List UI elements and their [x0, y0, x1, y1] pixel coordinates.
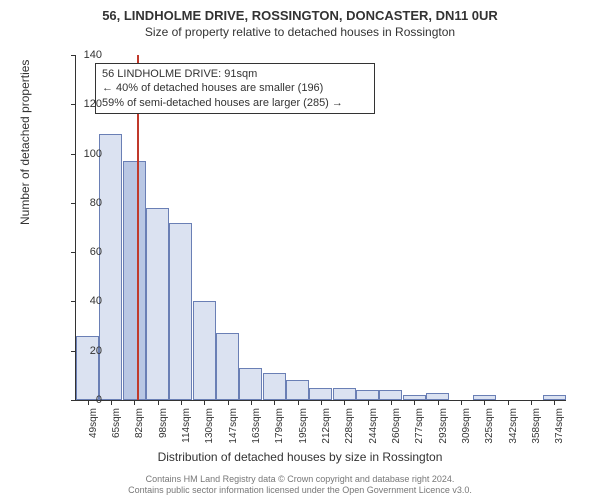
y-tick-label: 120 [84, 98, 102, 110]
x-tick [111, 400, 112, 405]
footer-attribution: Contains HM Land Registry data © Crown c… [0, 474, 600, 496]
x-axis-label: Distribution of detached houses by size … [0, 450, 600, 464]
histogram-bar [146, 208, 169, 400]
y-tick-label: 60 [90, 246, 102, 258]
x-tick [414, 400, 415, 405]
histogram-bar [379, 390, 402, 400]
footer-line-1: Contains HM Land Registry data © Crown c… [0, 474, 600, 485]
x-tick [251, 400, 252, 405]
histogram-bar [309, 388, 332, 400]
chart-container: 56, LINDHOLME DRIVE, ROSSINGTON, DONCAST… [0, 0, 600, 500]
x-tick [531, 400, 532, 405]
y-tick-label: 0 [96, 394, 102, 406]
histogram-bar [426, 393, 449, 400]
histogram-bar [169, 223, 192, 400]
y-tick-label: 100 [84, 148, 102, 160]
x-tick [228, 400, 229, 405]
annotation-line-2: ← 40% of detached houses are smaller (19… [102, 81, 368, 95]
histogram-bar [123, 161, 146, 400]
annotation-line-3: 59% of semi-detached houses are larger (… [102, 96, 368, 110]
histogram-bar [333, 388, 356, 400]
x-tick [158, 400, 159, 405]
y-axis-label: Number of detached properties [18, 60, 32, 225]
histogram-bar [216, 333, 239, 400]
x-tick [88, 400, 89, 405]
y-tick [71, 252, 76, 253]
y-tick-label: 40 [90, 295, 102, 307]
x-tick [391, 400, 392, 405]
y-tick [71, 203, 76, 204]
x-tick [134, 400, 135, 405]
histogram-bar [356, 390, 379, 400]
y-tick [71, 154, 76, 155]
annotation-box: 56 LINDHOLME DRIVE: 91sqm ← 40% of detac… [95, 63, 375, 114]
x-tick [274, 400, 275, 405]
y-tick-label: 20 [90, 345, 102, 357]
page-subtitle: Size of property relative to detached ho… [0, 25, 600, 39]
page-title: 56, LINDHOLME DRIVE, ROSSINGTON, DONCAST… [0, 0, 600, 23]
y-tick [71, 104, 76, 105]
y-tick-label: 80 [90, 197, 102, 209]
x-tick [484, 400, 485, 405]
y-tick [71, 301, 76, 302]
x-tick [508, 400, 509, 405]
y-tick [71, 400, 76, 401]
footer-line-2: Contains public sector information licen… [0, 485, 600, 496]
x-tick [321, 400, 322, 405]
chart-area: 49sqm65sqm82sqm98sqm114sqm130sqm147sqm16… [75, 55, 565, 400]
y-tick [71, 55, 76, 56]
x-tick [298, 400, 299, 405]
x-tick [554, 400, 555, 405]
x-tick [344, 400, 345, 405]
x-tick [461, 400, 462, 405]
x-tick [438, 400, 439, 405]
x-tick [204, 400, 205, 405]
x-tick [181, 400, 182, 405]
histogram-bar [286, 380, 309, 400]
y-tick-label: 140 [84, 49, 102, 61]
histogram-bar [239, 368, 262, 400]
annotation-line-1: 56 LINDHOLME DRIVE: 91sqm [102, 67, 368, 81]
histogram-bar [263, 373, 286, 400]
histogram-bar [193, 301, 216, 400]
histogram-bar [99, 134, 122, 400]
x-tick [368, 400, 369, 405]
